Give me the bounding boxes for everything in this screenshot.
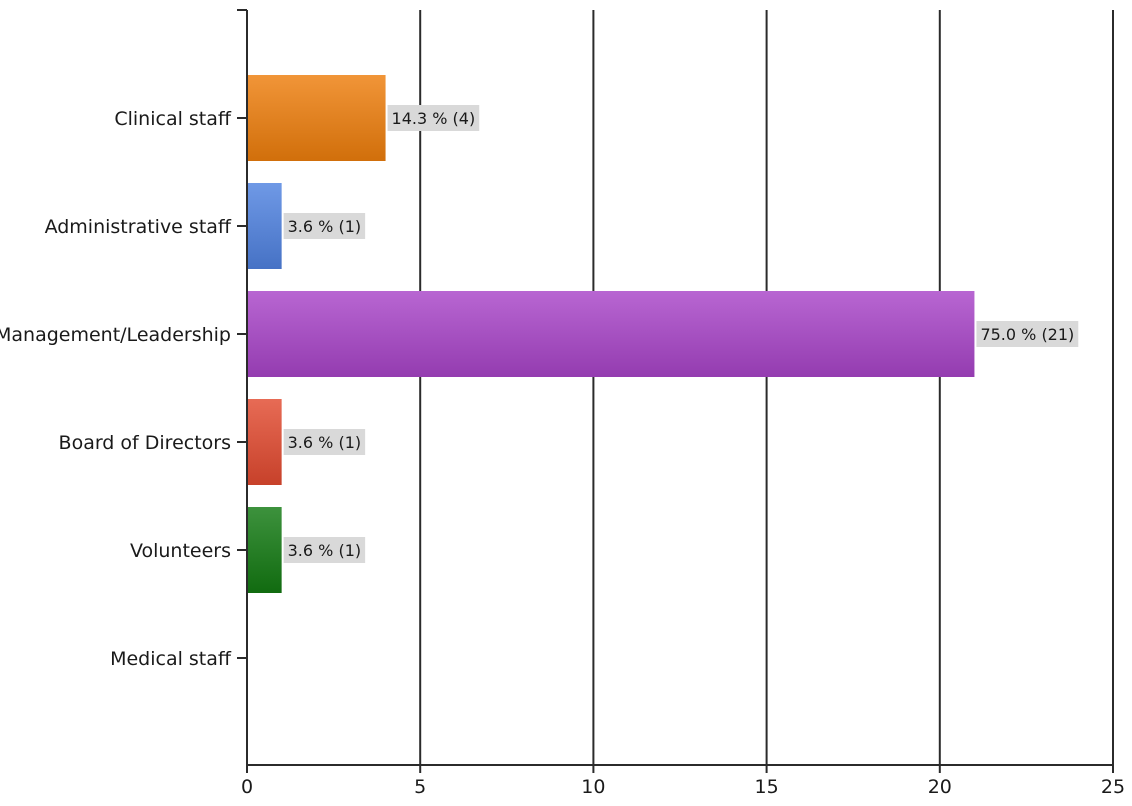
x-tick-label: 25 <box>1101 776 1125 798</box>
data-label-text: 3.6 % (1) <box>288 433 361 452</box>
x-tick-label: 10 <box>581 776 605 798</box>
category-label: Administrative staff <box>45 216 232 238</box>
x-tick-label: 0 <box>241 776 253 798</box>
data-label-text: 14.3 % (4) <box>392 109 476 128</box>
bar <box>248 75 386 161</box>
data-label: 75.0 % (21) <box>976 321 1079 347</box>
data-label: 3.6 % (1) <box>283 429 366 455</box>
x-tick-label: 15 <box>755 776 779 798</box>
x-tick-label: 5 <box>414 776 426 798</box>
data-label-text: 3.6 % (1) <box>288 541 361 560</box>
data-label-bg <box>976 321 1079 347</box>
category-label: Management/Leadership <box>0 324 231 346</box>
x-tick-label: 20 <box>928 776 952 798</box>
category-label: Board of Directors <box>59 432 231 454</box>
data-label: 14.3 % (4) <box>387 105 480 131</box>
data-label-bg <box>387 105 480 131</box>
bars <box>248 75 975 593</box>
bar <box>248 507 282 593</box>
data-label: 3.6 % (1) <box>283 213 366 239</box>
category-label: Medical staff <box>110 648 232 670</box>
bar <box>248 399 282 485</box>
data-label-text: 75.0 % (21) <box>980 325 1074 344</box>
bar <box>248 183 282 269</box>
category-label: Volunteers <box>130 540 231 562</box>
category-label: Clinical staff <box>114 108 232 130</box>
data-label-bg <box>283 213 366 239</box>
axes <box>237 9 1114 773</box>
grid-lines <box>419 10 1114 765</box>
data-label-bg <box>283 537 366 563</box>
data-label: 3.6 % (1) <box>283 537 366 563</box>
bar <box>248 291 975 377</box>
data-label-bg <box>283 429 366 455</box>
data-label-text: 3.6 % (1) <box>288 217 361 236</box>
labels: Clinical staff Administrative staff Manage… <box>0 105 1125 798</box>
